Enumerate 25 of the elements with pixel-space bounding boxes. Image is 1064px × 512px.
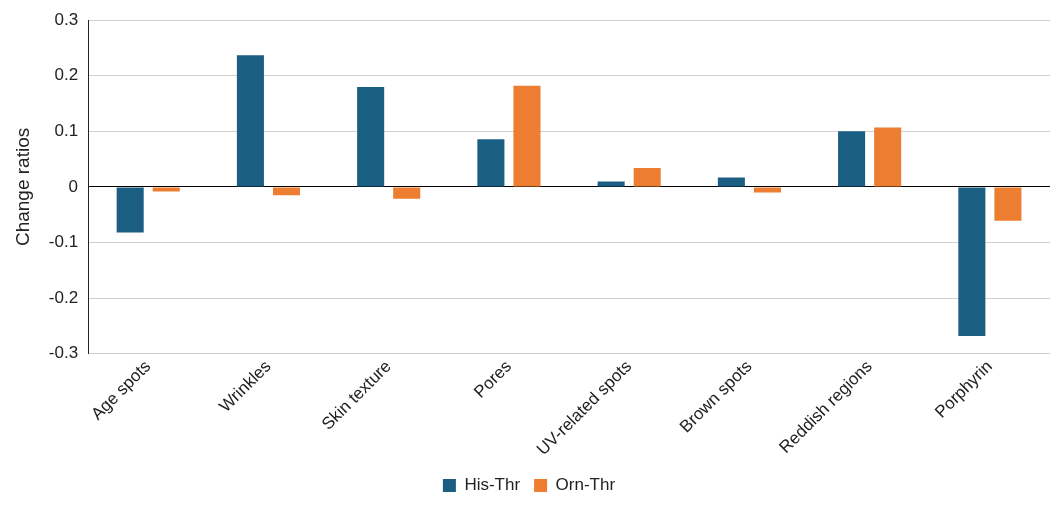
bar	[597, 181, 625, 187]
y-tick-label: -0.1	[48, 232, 79, 252]
bar	[272, 187, 301, 196]
bar	[116, 187, 144, 233]
y-axis-title: Change ratios	[11, 127, 33, 247]
bar	[393, 187, 421, 199]
bar	[236, 55, 264, 187]
y-tick-label: 0	[68, 176, 79, 196]
y-tick-label: 0.3	[54, 9, 79, 29]
bar	[513, 85, 541, 187]
bar	[152, 187, 180, 192]
bar	[633, 168, 661, 187]
bar	[994, 187, 1022, 221]
y-tick-label: -0.2	[48, 287, 79, 307]
bar	[874, 127, 902, 187]
bar	[838, 131, 866, 187]
y-tick-label: 0.2	[54, 65, 79, 85]
bar	[958, 187, 986, 336]
legend-label: His-Thr	[464, 475, 521, 495]
legend-label: Orn-Thr	[555, 475, 616, 495]
y-tick-label: 0.1	[54, 121, 79, 141]
bar	[477, 139, 505, 187]
bar	[357, 86, 385, 187]
y-tick-label: -0.3	[48, 343, 79, 363]
bar	[753, 187, 781, 193]
